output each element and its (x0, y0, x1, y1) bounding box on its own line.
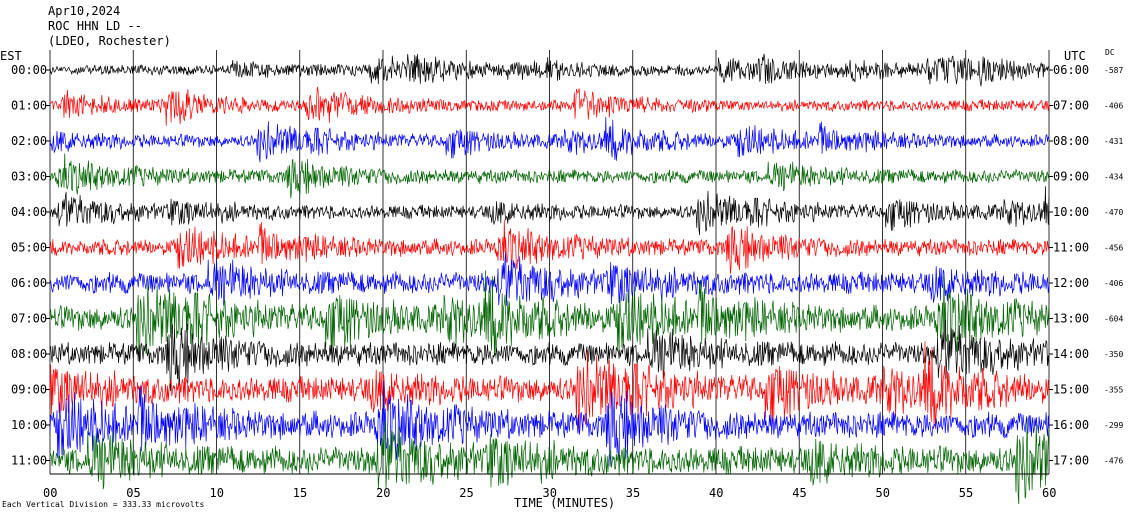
trace-05:00 (49, 219, 1050, 274)
utc-label-09:00: 09:00 (1053, 170, 1089, 184)
station-code: ROC HHN LD -- (48, 19, 142, 33)
x-tick-label-45: 45 (792, 486, 806, 500)
dc-value-10: -299 (1104, 421, 1123, 430)
est-label-11:00: 11:00 (11, 454, 47, 468)
x-tick-label-20: 20 (376, 486, 390, 500)
est-label-03:00: 03:00 (11, 170, 47, 184)
x-tick-label-50: 50 (876, 486, 890, 500)
est-label-10:00: 10:00 (11, 418, 47, 432)
x-tick-label-30: 30 (543, 486, 557, 500)
est-label-09:00: 09:00 (11, 383, 47, 397)
utc-label-10:00: 10:00 (1053, 205, 1089, 219)
dc-value-8: -350 (1104, 350, 1123, 359)
x-tick-label-55: 55 (959, 486, 973, 500)
x-tick-label-10: 10 (210, 486, 224, 500)
x-axis-label: TIME (MINUTES) (514, 496, 616, 510)
utc-label-17:00: 17:00 (1053, 454, 1089, 468)
x-tick-label-35: 35 (626, 486, 640, 500)
trace-11:00 (49, 418, 1050, 505)
station-name: (LDEO, Rochester) (48, 34, 171, 48)
trace-06:00 (49, 251, 1050, 306)
dc-value-9: -355 (1104, 386, 1123, 395)
est-label-04:00: 04:00 (11, 205, 47, 219)
x-tick-label-00: 00 (43, 486, 57, 500)
est-zone-label: EST (0, 49, 22, 63)
est-label-07:00: 07:00 (11, 312, 47, 326)
utc-label-11:00: 11:00 (1053, 241, 1089, 255)
est-label-01:00: 01:00 (11, 99, 47, 113)
dc-offset-label: DC (1105, 48, 1115, 57)
trace-00:00 (49, 53, 1050, 87)
est-label-08:00: 08:00 (11, 347, 47, 361)
trace-03:00 (49, 153, 1050, 199)
trace-04:00 (49, 186, 1050, 236)
utc-label-12:00: 12:00 (1053, 276, 1089, 290)
dc-value-11: -476 (1104, 457, 1123, 466)
x-tick-label-40: 40 (709, 486, 723, 500)
trace-07:00 (49, 270, 1050, 362)
utc-label-06:00: 06:00 (1053, 63, 1089, 77)
dc-value-6: -406 (1104, 279, 1123, 288)
utc-label-13:00: 13:00 (1053, 312, 1089, 326)
dc-value-1: -406 (1104, 102, 1123, 111)
est-label-05:00: 05:00 (11, 241, 47, 255)
utc-label-14:00: 14:00 (1053, 347, 1089, 361)
utc-label-07:00: 07:00 (1053, 99, 1089, 113)
x-tick-label-60: 60 (1042, 486, 1056, 500)
utc-zone-label: UTC (1064, 49, 1086, 63)
chart-date: Apr10,2024 (48, 4, 121, 18)
trace-09:00 (49, 341, 1050, 433)
est-label-06:00: 06:00 (11, 276, 47, 290)
x-tick-label-05: 05 (126, 486, 140, 500)
utc-label-15:00: 15:00 (1053, 383, 1089, 397)
scale-footnote: Each Vertical Division = 333.33 microvol… (2, 500, 205, 509)
utc-label-08:00: 08:00 (1053, 134, 1089, 148)
trace-08:00 (49, 319, 1050, 392)
dc-value-7: -604 (1104, 315, 1123, 324)
x-tick-label-15: 15 (293, 486, 307, 500)
utc-label-16:00: 16:00 (1053, 418, 1089, 432)
est-label-00:00: 00:00 (11, 63, 47, 77)
dc-value-5: -456 (1104, 244, 1123, 253)
trace-01:00 (49, 86, 1050, 126)
trace-10:00 (49, 380, 1050, 467)
dc-value-2: -431 (1104, 137, 1123, 146)
dc-value-4: -470 (1104, 208, 1123, 217)
est-label-02:00: 02:00 (11, 134, 47, 148)
x-tick-label-25: 25 (459, 486, 473, 500)
dc-value-0: -587 (1104, 66, 1123, 75)
dc-value-3: -434 (1104, 173, 1123, 182)
trace-02:00 (49, 116, 1050, 163)
